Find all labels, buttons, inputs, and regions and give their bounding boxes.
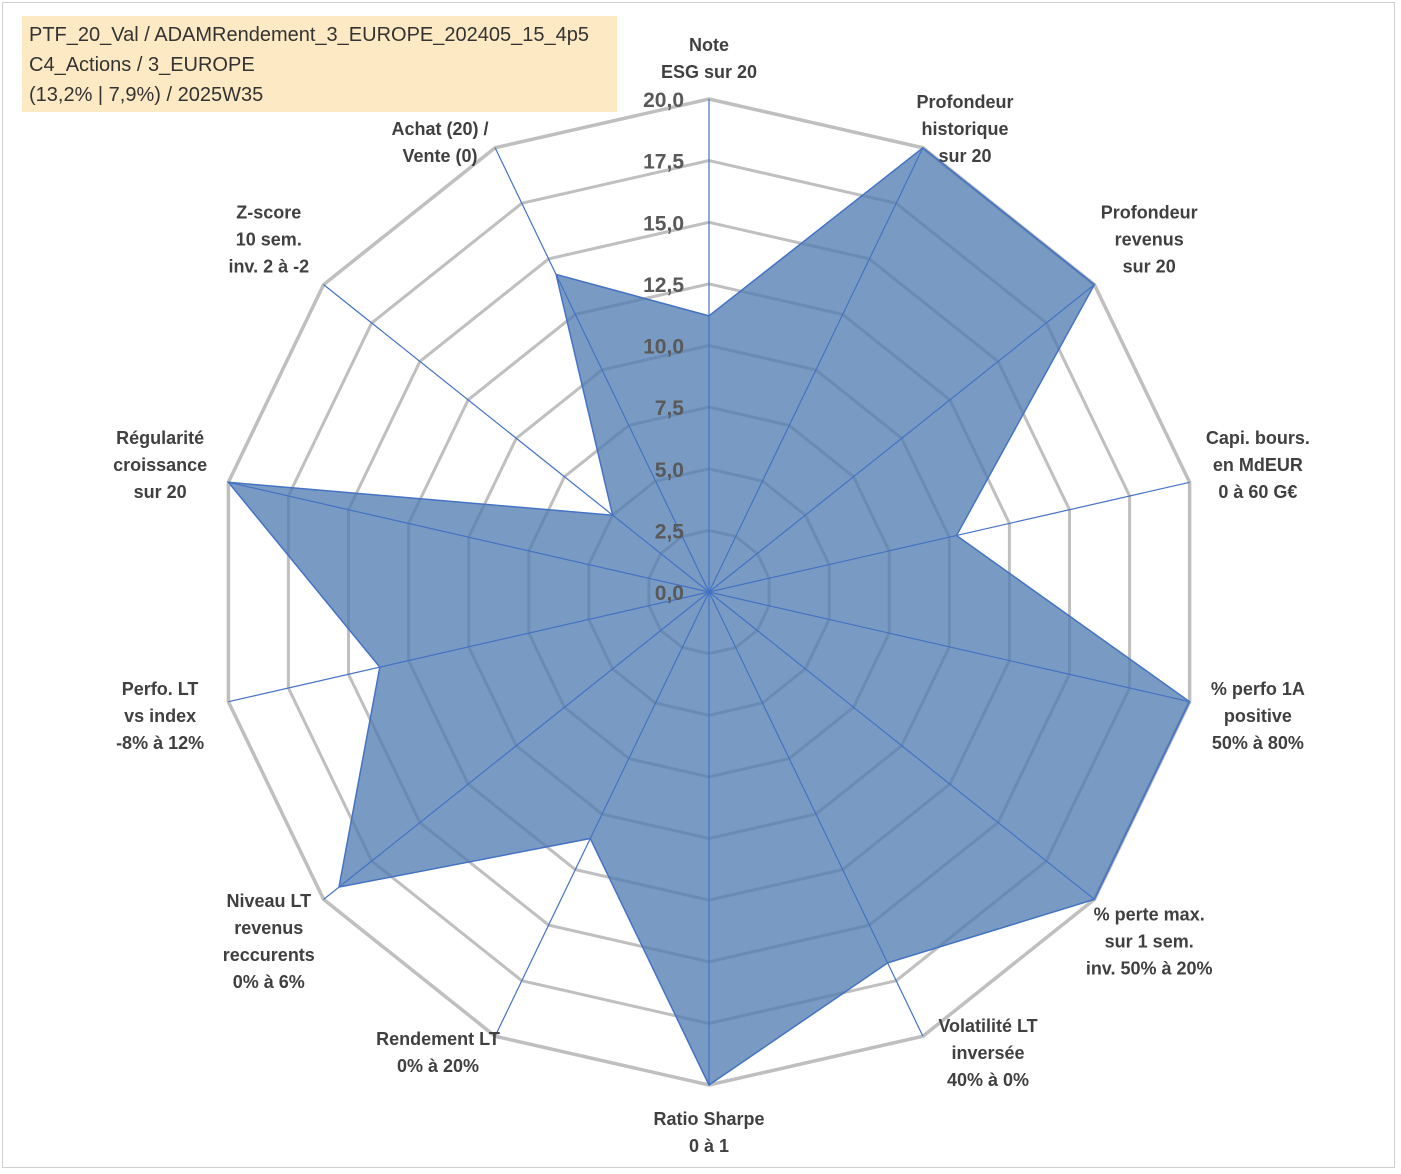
tick-label: 5,0 <box>655 459 684 482</box>
axis-label: Note <box>689 35 729 55</box>
axis-label: -8% à 12% <box>116 733 204 753</box>
tick-label: 20,0 <box>643 89 684 112</box>
axis-label: reccurents <box>223 945 315 965</box>
axis-label: sur 20 <box>938 146 991 166</box>
axis-spoke <box>494 591 710 1037</box>
axis-label: 0% à 20% <box>397 1056 479 1076</box>
axis-label: inv. 2 à -2 <box>228 257 309 277</box>
axis-label: Capi. bours. <box>1206 428 1310 448</box>
info-line-category: C4_Actions / 3_EUROPE <box>29 54 255 76</box>
axis-label: % perte max. <box>1094 905 1205 925</box>
axis-label: 40% à 0% <box>947 1070 1029 1090</box>
axis-spoke <box>708 591 1095 900</box>
info-line-stats: (13,2% | 7,9%) / 2025W35 <box>29 84 264 106</box>
axis-spoke <box>708 591 1190 703</box>
axis-label: historique <box>921 119 1008 139</box>
axis-label: ESG sur 20 <box>661 62 757 82</box>
axis-spoke <box>228 481 710 593</box>
axis-spoke <box>323 591 710 900</box>
tick-label: 12,5 <box>643 274 684 297</box>
info-line-portfolio: PTF_20_Val / ADAMRendement_3_EUROPE_2024… <box>29 24 589 46</box>
axis-label: Perfo. LT <box>122 679 199 699</box>
axis-label: vs index <box>124 706 196 726</box>
axis-label: revenus <box>1115 230 1184 250</box>
axis-label: sur 1 sem. <box>1105 932 1194 952</box>
axis-label: Régularité <box>116 428 204 448</box>
axis-label: 0% à 6% <box>233 972 305 992</box>
axis-spoke <box>708 284 1095 593</box>
axis-label: sur 20 <box>1123 257 1176 277</box>
tick-label: 17,5 <box>643 151 684 174</box>
axis-label: 10 sem. <box>236 230 302 250</box>
axis-label: positive <box>1224 706 1292 726</box>
axis-spoke <box>708 147 924 593</box>
axis-label: Niveau LT <box>226 891 311 911</box>
axis-spoke <box>323 284 710 593</box>
portfolio-info-box: PTF_20_Val / ADAMRendement_3_EUROPE_2024… <box>22 16 617 112</box>
axis-spoke <box>708 481 1190 593</box>
axis-label: inv. 50% à 20% <box>1086 959 1213 979</box>
axis-label: 50% à 80% <box>1212 733 1304 753</box>
tick-layer: 0,0 2,5 5,0 7,5 10,0 12,5 15,0 17,5 20,0 <box>643 89 684 605</box>
tick-label: 2,5 <box>655 520 685 543</box>
axis-label: revenus <box>234 918 303 938</box>
axis-label: Achat (20) / <box>391 119 488 139</box>
axis-label: 0 à 60 G€ <box>1218 482 1297 502</box>
axis-label: sur 20 <box>134 482 187 502</box>
tick-label: 15,0 <box>643 212 684 235</box>
axis-label: Ratio Sharpe <box>653 1109 764 1129</box>
axis-label: Volatilité LT <box>938 1016 1037 1036</box>
axis-label: Vente (0) <box>402 146 477 166</box>
axis-spoke <box>228 591 710 703</box>
tick-label: 7,5 <box>655 397 685 420</box>
axis-label: % perfo 1A <box>1211 679 1305 699</box>
axis-label: Z-score <box>236 203 301 223</box>
axis-label: Profondeur <box>917 92 1014 112</box>
axis-spoke <box>708 591 924 1037</box>
axis-label: croissance <box>113 455 207 475</box>
axis-label: inversée <box>951 1043 1024 1063</box>
axis-label: en MdEUR <box>1213 455 1303 475</box>
axis-label: 0 à 1 <box>689 1136 729 1156</box>
tick-label: 0,0 <box>655 582 684 605</box>
spoke-layer <box>228 99 1190 1085</box>
axis-label: Rendement LT <box>376 1029 500 1049</box>
axis-label: Profondeur <box>1101 203 1198 223</box>
tick-label: 10,0 <box>643 336 684 359</box>
axis-spoke <box>494 147 710 593</box>
